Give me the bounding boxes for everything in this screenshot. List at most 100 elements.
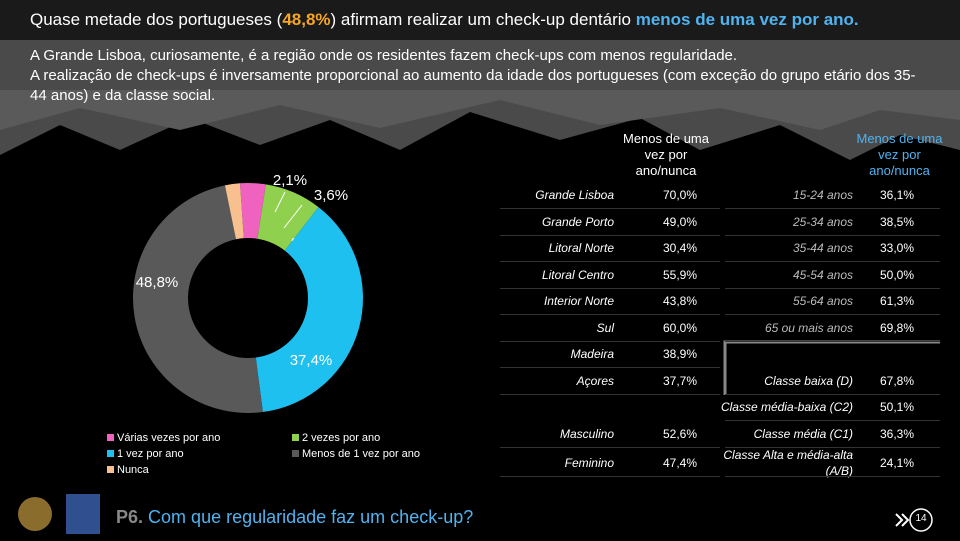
row-value: 50,1% (879, 400, 915, 414)
legend-swatch (107, 466, 114, 473)
row-value: 43,8% (662, 294, 698, 308)
question-text: Com que regularidade faz um check-up? (148, 507, 474, 527)
intro-line: A Grande Lisboa, curiosamente, é a regiã… (30, 47, 738, 64)
row-divider (725, 288, 940, 289)
row-divider (500, 314, 720, 315)
row-divider (725, 447, 940, 448)
row-label: Açores (576, 374, 614, 388)
donut-slice (224, 183, 244, 240)
leader-line (274, 191, 286, 213)
row-divider (500, 288, 720, 289)
row-label: 65 ou mais anos (764, 321, 853, 335)
row-label: Litoral Norte (548, 241, 614, 255)
donut-slice (132, 185, 263, 414)
row-label: Interior Norte (543, 294, 614, 308)
row-value: 69,8% (879, 321, 915, 335)
title-part: 48,8% (282, 10, 331, 29)
row-value: 52,6% (662, 427, 698, 441)
row-value: 47,4% (662, 456, 698, 470)
data-label: 37,4% (290, 352, 333, 369)
legend-swatch (107, 450, 114, 457)
row-value: 67,8% (879, 374, 915, 388)
intro: A Grande Lisboa, curiosamente, é a regiã… (30, 46, 930, 106)
row-label: 45-54 anos (792, 268, 853, 282)
row-label: Classe média (C1) (753, 427, 853, 441)
legend-label: 2 vezes por ano (302, 432, 381, 444)
donut-slice (257, 184, 319, 251)
row-value: 60,0% (662, 321, 698, 335)
data-label: 48,8% (136, 274, 179, 291)
legend-item: 1 vez por ano (107, 448, 184, 460)
row-value: 55,9% (662, 268, 698, 282)
legend-label: 1 vez por ano (117, 448, 184, 460)
row-value: 70,0% (662, 188, 698, 202)
table-header: Menos de uma vez por ano/nunca (623, 131, 709, 178)
table-header: Menos de uma vez por ano/nunca (856, 131, 943, 178)
row-label: Masculino (559, 427, 614, 441)
row-value: 37,7% (662, 374, 698, 388)
row-label: Feminino (564, 456, 614, 470)
question-number: P6. (116, 507, 144, 527)
legend-label: Nunca (117, 464, 149, 476)
row-divider (500, 208, 720, 209)
row-label: Classe baixa (D) (764, 374, 853, 388)
row-divider (725, 420, 940, 421)
legend-label: Menos de 1 vez por ano (302, 448, 421, 460)
row-divider (725, 261, 940, 262)
title-part: menos de uma vez por ano. (635, 10, 859, 29)
row-divider (725, 314, 940, 315)
question: P6. Com que regularidade faz um check-up… (116, 507, 473, 528)
row-value: 36,1% (879, 188, 915, 202)
row-divider (725, 394, 940, 395)
row-label: Classe média-baixa (C2) (720, 400, 853, 414)
data-label: 3,6% (314, 187, 348, 204)
row-label: 15-24 anos (792, 188, 853, 202)
row-value: 30,4% (662, 241, 698, 255)
row-divider (725, 476, 940, 477)
legend-item: Várias vezes por ano (107, 432, 220, 444)
row-divider (500, 261, 720, 262)
page-number: 14 (915, 513, 927, 524)
donut-slice (255, 207, 364, 413)
row-divider (500, 394, 720, 395)
intro-line: A realização de check-ups é inversamente… (30, 67, 916, 104)
row-divider (500, 341, 720, 342)
row-label: Grande Porto (541, 215, 614, 229)
row-value: 24,1% (879, 456, 915, 470)
title-part: ) afirmam realizar um check-up dentário (330, 10, 636, 29)
row-divider (725, 235, 940, 236)
row-label: 55-64 anos (792, 294, 853, 308)
row-label: Classe Alta e média-alta (A/B) (723, 448, 853, 478)
legend-item: Menos de 1 vez por ano (292, 448, 420, 460)
row-value: 50,0% (879, 268, 915, 282)
row-value: 61,3% (879, 294, 915, 308)
legend-item: Nunca (107, 464, 149, 476)
row-label: Litoral Centro (541, 268, 614, 282)
row-value: 49,0% (662, 215, 698, 229)
legend-swatch (292, 450, 299, 457)
row-divider (500, 235, 720, 236)
row-label: 25-34 anos (792, 215, 853, 229)
title-part: Quase metade dos portugueses ( (30, 10, 283, 29)
row-divider (500, 367, 720, 368)
row-divider (725, 208, 940, 209)
row-divider (725, 341, 940, 342)
row-value: 33,0% (879, 241, 915, 255)
row-divider (500, 447, 720, 448)
title: Quase metade dos portugueses (48,8%) afi… (30, 10, 859, 30)
donut-slice (239, 182, 266, 239)
row-value: 36,3% (879, 427, 915, 441)
row-label: 35-44 anos (792, 241, 853, 255)
row-value: 38,9% (662, 347, 698, 361)
leader-line (283, 204, 303, 229)
row-value: 38,5% (879, 215, 915, 229)
legend-label: Várias vezes por ano (117, 432, 221, 444)
row-divider (500, 476, 720, 477)
legend-item: 2 vezes por ano (292, 432, 380, 444)
row-label: Grande Lisboa (535, 188, 614, 202)
row-label: Madeira (570, 347, 614, 361)
legend-swatch (107, 434, 114, 441)
